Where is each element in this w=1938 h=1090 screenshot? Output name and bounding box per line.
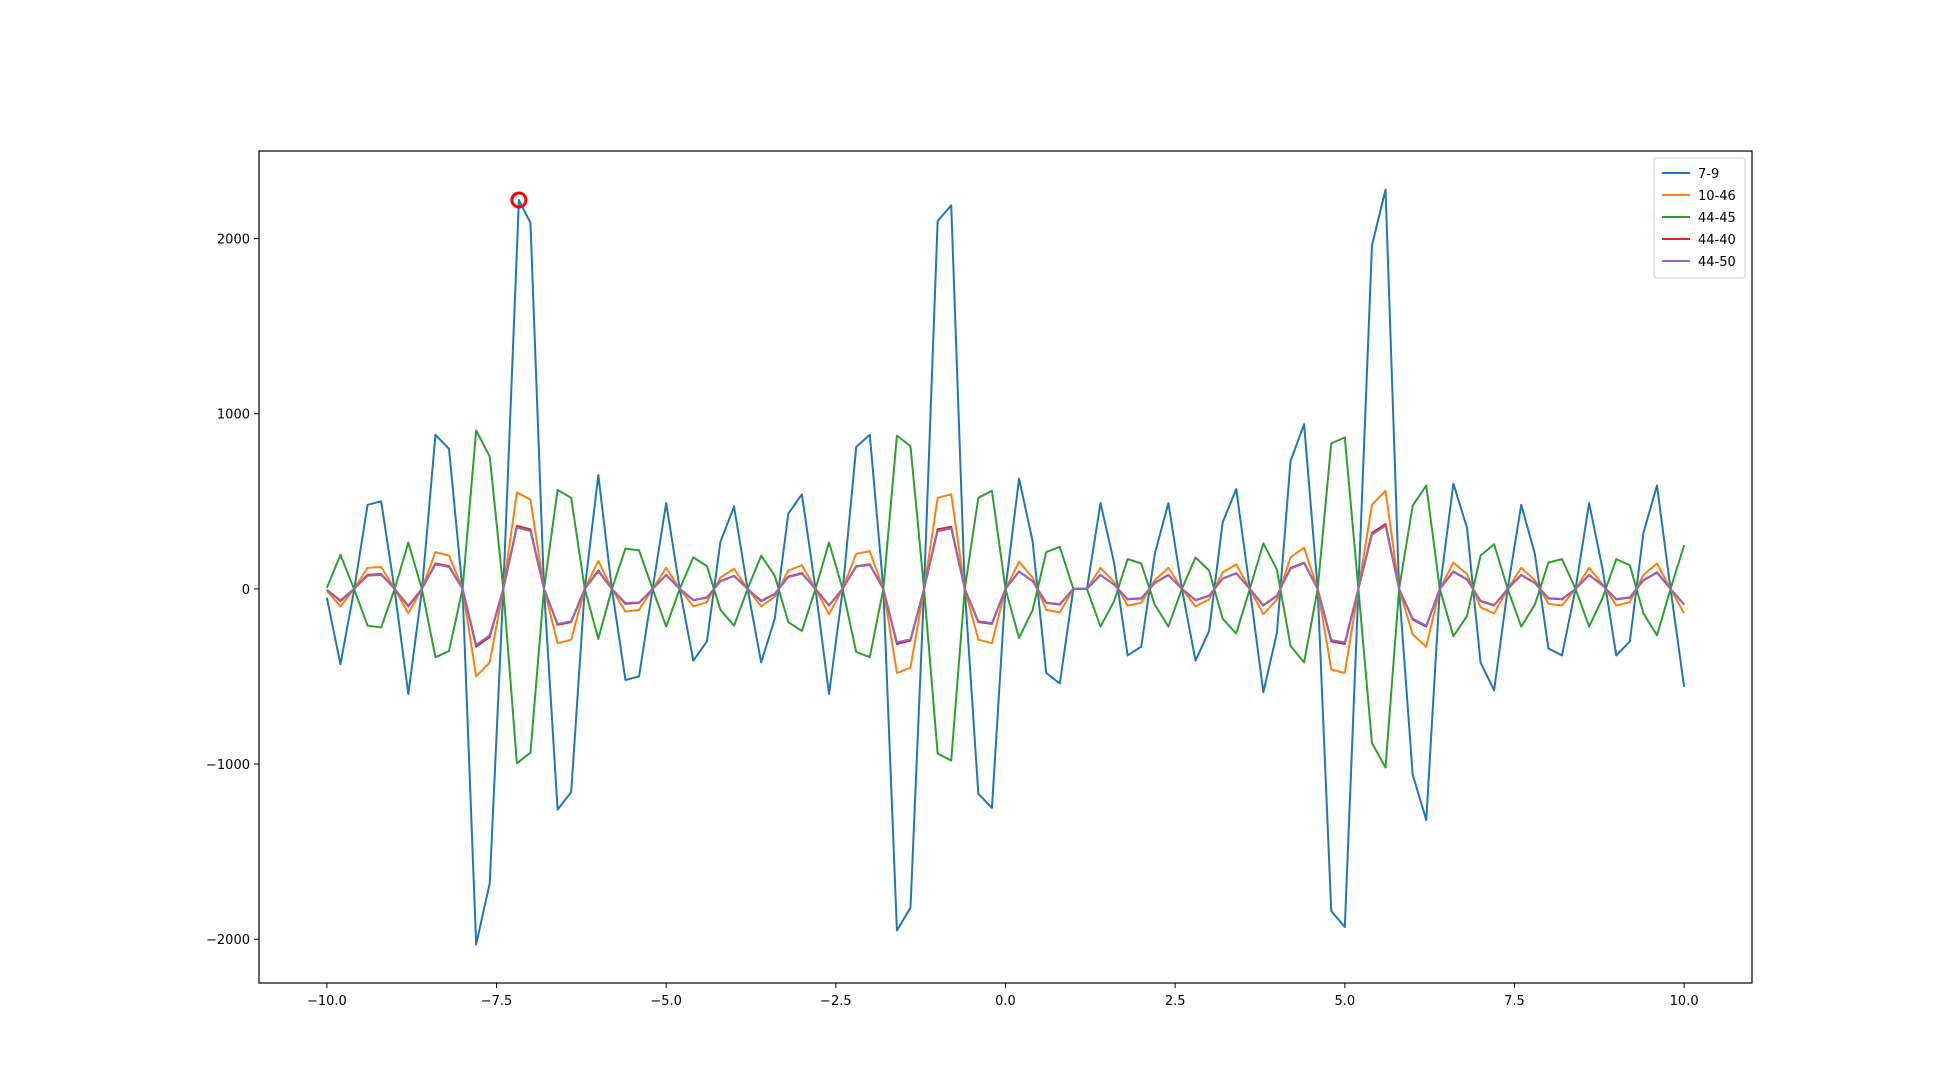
y-tick-label: −2000 <box>206 933 250 948</box>
x-tick-label: 2.5 <box>1165 994 1186 1009</box>
x-tick-label: 5.0 <box>1334 994 1355 1009</box>
x-tick-label: 0.0 <box>995 994 1016 1009</box>
x-tick-label: 10.0 <box>1670 994 1699 1009</box>
legend-label: 44-40 <box>1698 233 1736 248</box>
legend: 7-9 10-46 44-45 44-40 44-50 <box>1653 157 1746 279</box>
legend-label: 44-45 <box>1698 211 1736 226</box>
x-axis: −10.0 −7.5 −5.0 −2.5 0.0 2.5 5.0 7.5 10.0 <box>307 983 1699 1009</box>
series-line-44-50 <box>326 524 1685 646</box>
highlight-circle <box>510 191 528 209</box>
y-tick-label: 1000 <box>217 408 250 423</box>
legend-label: 10-46 <box>1698 189 1736 204</box>
x-tick-label: −10.0 <box>307 994 347 1009</box>
x-tick-label: −5.0 <box>650 994 682 1009</box>
y-axis: −2000 −1000 0 1000 2000 <box>206 233 259 948</box>
y-tick-label: −1000 <box>206 758 250 773</box>
y-tick-label: 2000 <box>217 233 250 248</box>
x-tick-label: −7.5 <box>481 994 513 1009</box>
plot-area <box>325 188 1686 946</box>
y-tick-label: 0 <box>242 583 250 598</box>
series-layer <box>325 188 1686 946</box>
legend-label: 7-9 <box>1698 167 1719 182</box>
x-tick-label: 7.5 <box>1504 994 1525 1009</box>
legend-label: 44-50 <box>1698 255 1736 270</box>
legend-box <box>1653 157 1746 279</box>
highlight-marker-layer <box>510 191 528 209</box>
x-tick-label: −2.5 <box>820 994 852 1009</box>
